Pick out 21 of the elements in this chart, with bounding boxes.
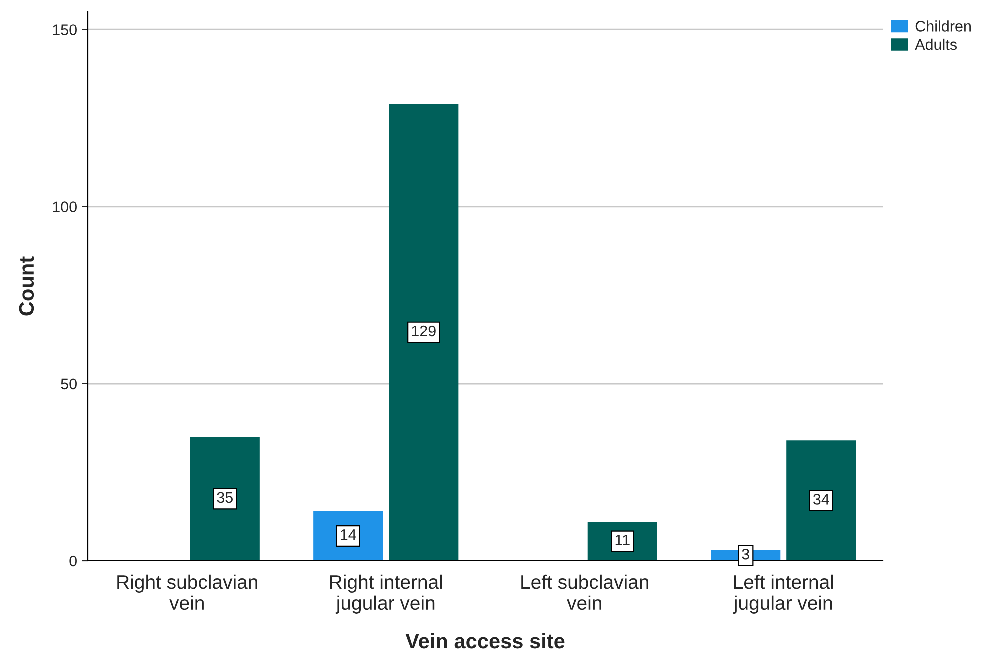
data-label: 129 — [412, 326, 436, 337]
y-axis-title: Count — [19, 256, 34, 316]
bar — [786, 440, 856, 561]
x-tick-label: Left subclavian vein — [522, 574, 648, 610]
x-axis-title: Vein access site — [406, 633, 565, 649]
bar — [190, 437, 260, 561]
data-label: 3 — [742, 548, 750, 560]
data-label: 11 — [616, 534, 630, 546]
bar — [389, 104, 459, 561]
x-tick-label: Right subclavian vein — [118, 574, 258, 610]
x-tick-label: Left internal jugular vein — [733, 574, 834, 614]
x-tick-label: Right internal jugular vein — [330, 574, 442, 614]
y-tick-label: 150 — [53, 24, 77, 36]
y-tick-label: 0 — [70, 556, 77, 567]
data-label: 35 — [217, 492, 233, 504]
y-tick-label: 100 — [53, 202, 77, 212]
legend-label: Children — [916, 20, 971, 32]
data-label: 14 — [341, 530, 356, 540]
legend-label: Adults — [915, 38, 957, 50]
data-label: 34 — [813, 494, 830, 505]
y-tick-label: 50 — [61, 378, 77, 390]
